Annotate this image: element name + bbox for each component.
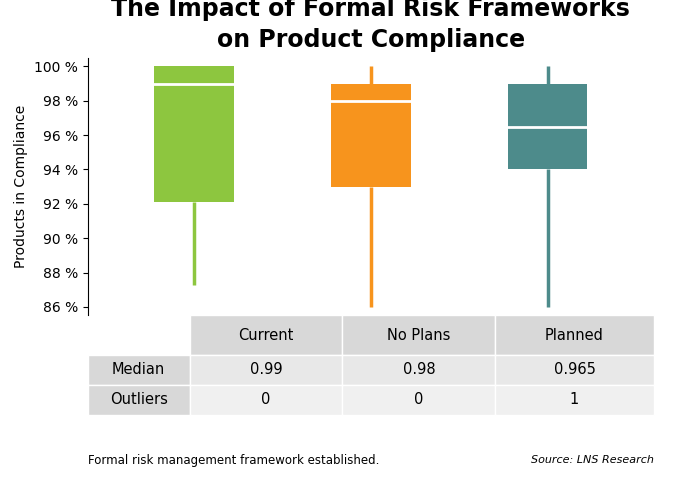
Text: 0.99: 0.99 — [249, 362, 282, 377]
Text: No Plans: No Plans — [387, 328, 450, 343]
Bar — [508, 83, 588, 170]
Bar — [331, 83, 410, 187]
Bar — [88, 355, 189, 385]
Text: 0: 0 — [414, 392, 423, 407]
Text: Current: Current — [239, 328, 294, 343]
Bar — [495, 355, 654, 385]
Bar — [495, 385, 654, 415]
Text: Outliers: Outliers — [110, 392, 168, 407]
Bar — [342, 385, 495, 415]
Bar — [495, 315, 654, 355]
Bar — [189, 385, 342, 415]
Bar — [88, 385, 189, 415]
Text: 0.98: 0.98 — [402, 362, 435, 377]
Text: Source: LNS Research: Source: LNS Research — [531, 455, 654, 465]
Text: Planned: Planned — [545, 328, 604, 343]
Bar — [342, 315, 495, 355]
Title: The Impact of Formal Risk Frameworks
on Product Compliance: The Impact of Formal Risk Frameworks on … — [111, 0, 630, 52]
Bar — [189, 355, 342, 385]
Text: 0: 0 — [262, 392, 271, 407]
Bar — [154, 67, 234, 202]
Text: 1: 1 — [570, 392, 579, 407]
Bar — [342, 355, 495, 385]
Text: Median: Median — [112, 362, 165, 377]
Bar — [189, 315, 342, 355]
Text: Formal risk management framework established.: Formal risk management framework establi… — [88, 454, 379, 467]
Y-axis label: Products in Compliance: Products in Compliance — [14, 105, 28, 268]
Text: 0.965: 0.965 — [553, 362, 595, 377]
